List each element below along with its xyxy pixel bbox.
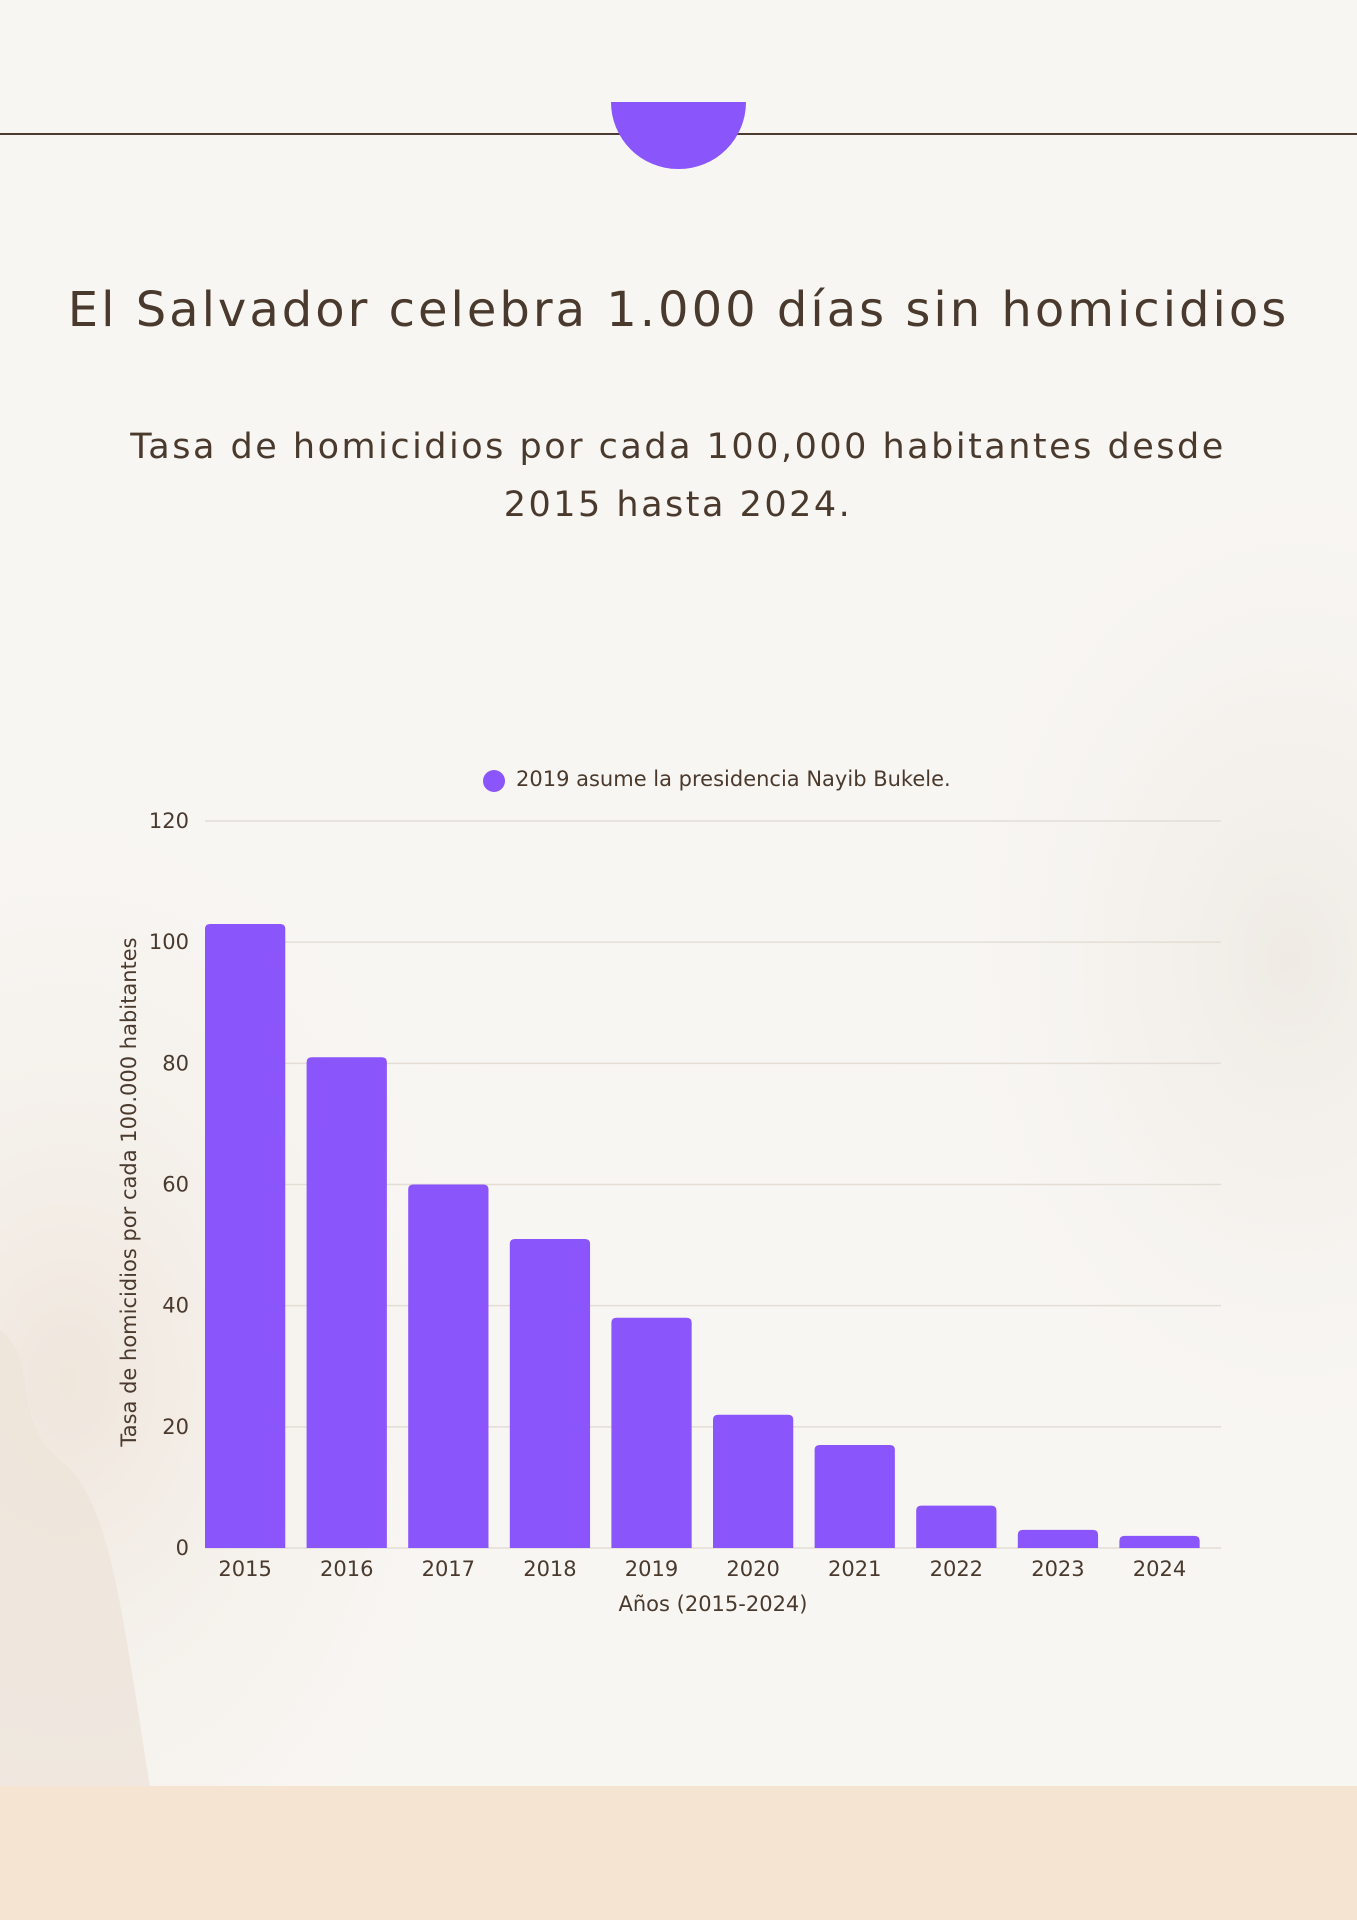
x-axis-label: Años (2015-2024) — [619, 1592, 808, 1616]
x-tick-label: 2015 — [218, 1557, 271, 1581]
y-tick-label: 0 — [176, 1536, 189, 1560]
bar-2015 — [205, 923, 286, 1548]
x-tick-label: 2023 — [1031, 1557, 1084, 1581]
y-tick-label: 120 — [149, 809, 189, 833]
chart-legend: 2019 asume la presidencia Nayib Bukele. — [483, 767, 951, 792]
x-tick-label: 2022 — [930, 1557, 983, 1581]
x-tick-label: 2019 — [625, 1557, 678, 1581]
bar-2018 — [509, 1239, 591, 1548]
x-axis-ticks: 2015 2016 2017 2018 2019 2020 2021 2022 2023 2024 — [218, 1557, 1186, 1581]
bar-2019 — [611, 1317, 692, 1548]
bar-2022 — [916, 1505, 997, 1548]
y-axis-label: Tasa de homicidios por cada 100.000 habi… — [117, 937, 141, 1447]
page-subtitle: Tasa de homicidios por cada 100,000 habi… — [130, 427, 1226, 525]
x-tick-label: 2016 — [320, 1557, 373, 1581]
x-tick-label: 2021 — [828, 1557, 881, 1581]
bar-2021 — [814, 1445, 895, 1548]
bar-2017 — [408, 1184, 489, 1548]
y-tick-label: 80 — [162, 1051, 189, 1075]
x-tick-label: 2017 — [422, 1557, 475, 1581]
x-tick-label: 2024 — [1133, 1557, 1186, 1581]
y-tick-label: 100 — [149, 930, 189, 954]
x-tick-label: 2020 — [726, 1557, 779, 1581]
y-tick-label: 40 — [162, 1294, 189, 1318]
page-title: El Salvador celebra 1.000 días sin homic… — [67, 282, 1290, 338]
bar-2016 — [306, 1057, 387, 1548]
legend-label: 2019 asume la presidencia Nayib Bukele. — [516, 767, 951, 791]
bar-2020 — [713, 1414, 794, 1548]
footer-band — [0, 1786, 1357, 1920]
legend-marker — [483, 770, 505, 792]
chart-bars — [205, 923, 1200, 1548]
bar-2024 — [1119, 1535, 1200, 1548]
y-tick-label: 20 — [162, 1415, 189, 1439]
y-tick-label: 60 — [162, 1173, 189, 1197]
bar-2023 — [1017, 1529, 1099, 1548]
x-tick-label: 2018 — [523, 1557, 576, 1581]
y-axis-ticks: 0 20 40 60 80 100 120 — [149, 809, 189, 1560]
